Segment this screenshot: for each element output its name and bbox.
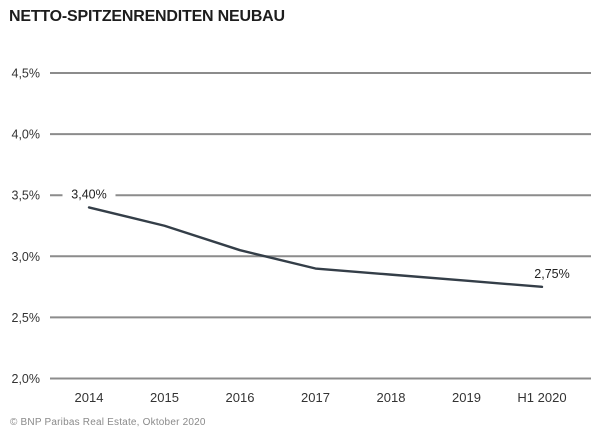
- y-tick-label: 3,0%: [12, 250, 41, 264]
- x-tick-label: 2016: [226, 390, 255, 405]
- data-label-mask: [62, 186, 116, 202]
- y-tick-label: 3,5%: [12, 189, 41, 203]
- y-tick-label: 2,0%: [12, 372, 41, 386]
- y-tick-label: 4,5%: [12, 67, 41, 81]
- data-point-label: 3,40%: [71, 187, 106, 201]
- data-label-mask: [525, 265, 579, 281]
- chart-title: NETTO-SPITZENRENDITEN NEUBAU: [9, 8, 285, 25]
- x-tick-label: 2015: [150, 390, 179, 405]
- source-note: © BNP Paribas Real Estate, Oktober 2020: [10, 417, 206, 428]
- y-tick-label: 4,0%: [12, 128, 41, 142]
- data-point-label: 2,75%: [534, 267, 569, 281]
- x-tick-label: 2017: [301, 390, 330, 405]
- y-tick-label: 2,5%: [12, 311, 41, 325]
- x-tick-label: 2019: [452, 390, 481, 405]
- x-tick-label: 2014: [75, 390, 104, 405]
- data-line-series: [87, 206, 544, 289]
- x-tick-label: 2018: [377, 390, 406, 405]
- x-tick-label: H1 2020: [517, 390, 566, 405]
